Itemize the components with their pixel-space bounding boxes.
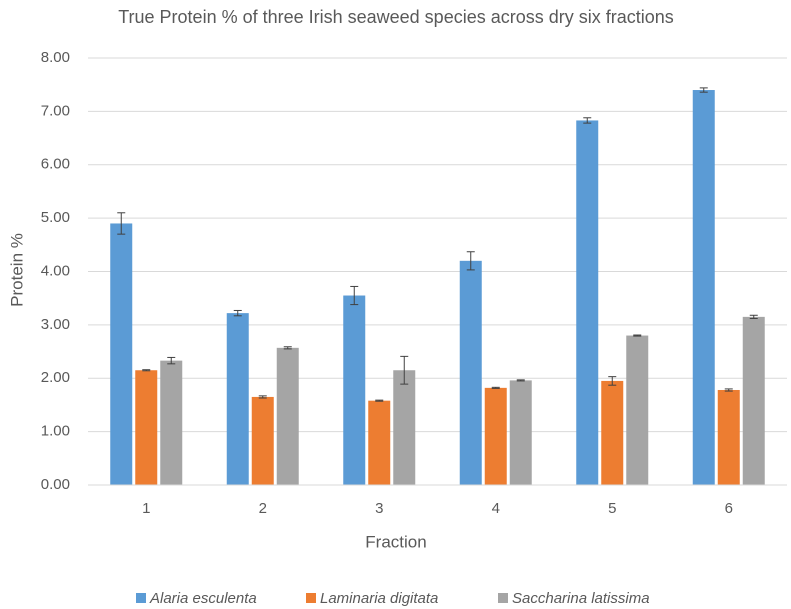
x-axis-label: Fraction [365, 532, 426, 551]
y-tick-label: 3.00 [41, 316, 70, 333]
error-bar [142, 369, 151, 372]
error-bar [167, 356, 176, 365]
error-bar [724, 388, 733, 392]
legend-swatch [306, 593, 316, 603]
error-bar [375, 399, 384, 402]
bar [343, 295, 366, 485]
bar [484, 387, 507, 485]
bar [717, 389, 740, 485]
bar [509, 380, 532, 485]
error-bar [516, 379, 525, 382]
bar [393, 370, 416, 485]
error-bar [350, 285, 359, 306]
error-bar [400, 355, 409, 385]
x-tick-label: 6 [725, 500, 733, 517]
error-bar [491, 386, 500, 389]
error-bar [633, 334, 642, 337]
bar [251, 396, 274, 485]
error-bar [283, 346, 292, 350]
error-bar [699, 87, 708, 93]
bar [601, 380, 624, 485]
bar [110, 223, 133, 485]
error-bar [466, 251, 475, 271]
y-tick-label: 0.00 [41, 476, 70, 493]
x-tick-label: 2 [259, 500, 267, 517]
y-tick-label: 2.00 [41, 369, 70, 386]
y-tick-label: 7.00 [41, 102, 70, 119]
error-bar [583, 117, 592, 124]
x-tick-label: 3 [375, 500, 383, 517]
error-bar [233, 309, 242, 317]
bar [368, 400, 391, 485]
error-bar [608, 376, 617, 386]
y-tick-label: 4.00 [41, 262, 70, 279]
x-tick-label: 1 [142, 500, 150, 517]
legend-label: Laminaria digitata [320, 590, 438, 607]
chart-title: True Protein % of three Irish seaweed sp… [118, 7, 674, 27]
bar [742, 316, 765, 485]
y-tick-label: 1.00 [41, 423, 70, 440]
legend-swatch [498, 593, 508, 603]
x-tick-label: 4 [492, 500, 500, 517]
y-axis-label: Protein % [7, 233, 26, 307]
bar [576, 120, 599, 485]
error-bar [258, 395, 267, 399]
legend-swatch [136, 593, 146, 603]
bar [626, 335, 649, 485]
bar [226, 313, 249, 485]
y-tick-label: 6.00 [41, 156, 70, 173]
y-tick-label: 5.00 [41, 209, 70, 226]
error-bar [117, 212, 126, 235]
y-tick-label: 8.00 [41, 49, 70, 66]
legend-label: Saccharina latissima [512, 590, 650, 607]
bar [276, 347, 299, 485]
error-bar [749, 314, 758, 319]
bar [135, 370, 158, 485]
bar [459, 260, 482, 485]
bar [160, 360, 183, 485]
bar [692, 90, 715, 486]
legend-label: Alaria esculenta [149, 590, 257, 607]
x-tick-label: 5 [608, 500, 616, 517]
